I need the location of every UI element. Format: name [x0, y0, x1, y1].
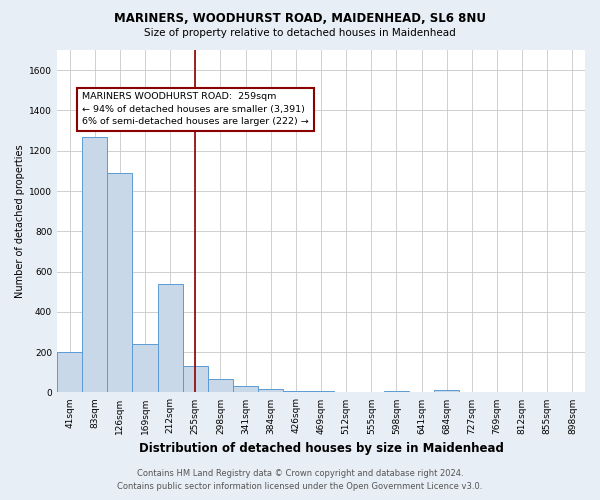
Bar — [107, 173, 133, 392]
Text: MARINERS WOODHURST ROAD:  259sqm
← 94% of detached houses are smaller (3,391)
6%: MARINERS WOODHURST ROAD: 259sqm ← 94% of… — [82, 92, 309, 126]
Bar — [434, 390, 459, 392]
Bar — [283, 391, 308, 392]
Text: Contains HM Land Registry data © Crown copyright and database right 2024.
Contai: Contains HM Land Registry data © Crown c… — [118, 469, 482, 491]
Text: MARINERS, WOODHURST ROAD, MAIDENHEAD, SL6 8NU: MARINERS, WOODHURST ROAD, MAIDENHEAD, SL… — [114, 12, 486, 26]
Y-axis label: Number of detached properties: Number of detached properties — [15, 144, 25, 298]
Bar — [233, 386, 258, 392]
Bar — [208, 380, 233, 392]
Bar — [57, 352, 82, 393]
Text: Size of property relative to detached houses in Maidenhead: Size of property relative to detached ho… — [144, 28, 456, 38]
Bar — [133, 344, 158, 393]
Bar — [258, 390, 283, 392]
Bar — [82, 136, 107, 392]
X-axis label: Distribution of detached houses by size in Maidenhead: Distribution of detached houses by size … — [139, 442, 503, 455]
Bar — [158, 284, 183, 393]
Bar — [183, 366, 208, 392]
